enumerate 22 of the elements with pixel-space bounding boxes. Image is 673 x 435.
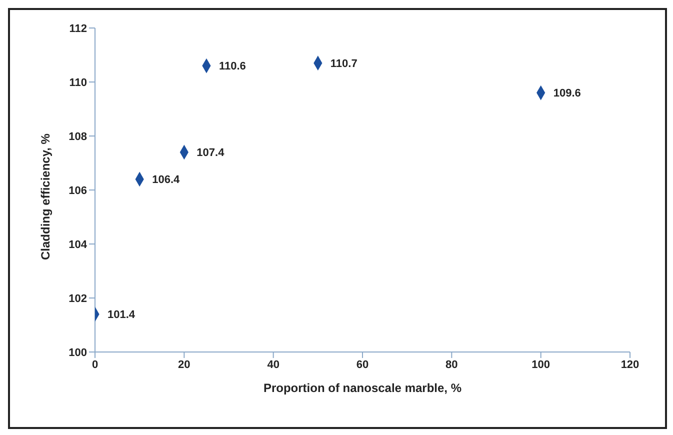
x-tick-label: 40 — [267, 358, 280, 371]
y-tick-label: 100 — [68, 346, 87, 359]
y-tick-label: 110 — [69, 76, 87, 89]
x-tick-label: 60 — [356, 358, 369, 371]
data-label: 106.4 — [152, 174, 181, 186]
x-axis-title: Proportion of nanoscale marble, % — [263, 381, 462, 395]
y-tick-label: 104 — [68, 238, 88, 251]
y-tick-label: 102 — [68, 292, 87, 305]
data-label: 110.7 — [330, 58, 358, 70]
data-label: 107.4 — [196, 147, 226, 160]
y-tick-label: 108 — [68, 130, 87, 143]
x-tick-label: 20 — [178, 358, 190, 371]
y-tick-label: 106 — [68, 184, 87, 197]
data-label: 110.6 — [218, 60, 246, 73]
x-tick-label: 80 — [446, 358, 458, 371]
x-tick-label: 100 — [532, 358, 550, 371]
x-tick-label: 120 — [620, 358, 640, 371]
x-tick-label: 0 — [92, 358, 98, 371]
data-label: 101.4 — [108, 309, 136, 322]
data-label: 109.6 — [553, 88, 581, 100]
y-tick-label: 112 — [69, 22, 87, 35]
y-axis-title: Cladding efficiency, % — [38, 133, 52, 260]
